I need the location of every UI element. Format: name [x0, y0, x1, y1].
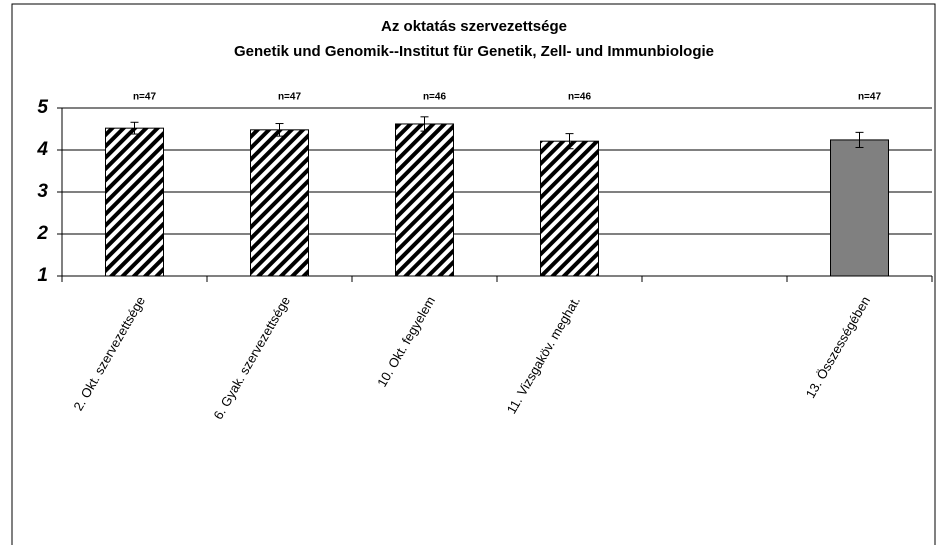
annotation: n=47 [278, 92, 302, 103]
y-tick-label: 3 [37, 181, 48, 202]
y-tick-label: 5 [37, 97, 48, 118]
chart-title: Az oktatás szervezettsége [381, 18, 567, 35]
annotation: n=47 [858, 92, 882, 103]
annotation: n=46 [423, 92, 447, 103]
y-tick-label: 2 [36, 223, 48, 244]
annotation: n=46 [568, 92, 592, 103]
annotation: n=47 [133, 92, 157, 103]
chart-subtitle: Genetik und Genomik--Institut für Geneti… [234, 43, 714, 60]
y-tick-label: 1 [37, 265, 48, 286]
bar [250, 129, 309, 277]
y-tick-label: 4 [36, 139, 48, 160]
bar [105, 127, 164, 277]
bar [540, 140, 599, 277]
bar [395, 123, 454, 277]
bar [830, 139, 889, 277]
